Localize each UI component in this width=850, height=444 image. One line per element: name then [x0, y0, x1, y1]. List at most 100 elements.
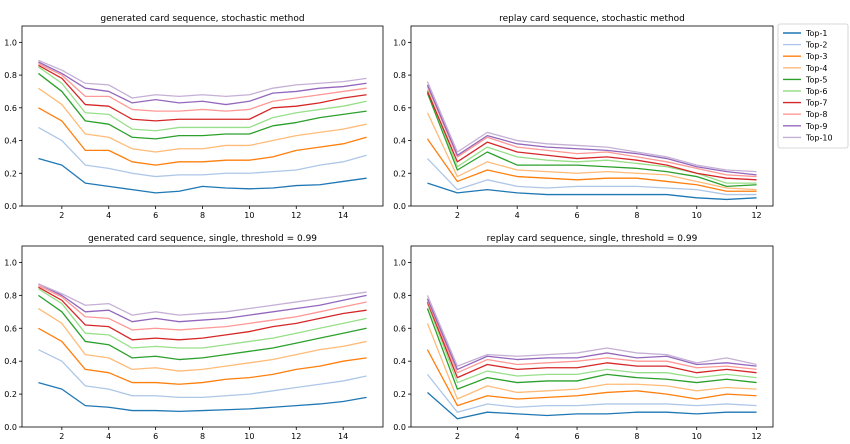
legend-entry: Top-7 [805, 99, 827, 108]
x-tick-label: 6 [574, 211, 579, 220]
y-tick-label: 1.0 [393, 38, 406, 47]
x-tick-label: 4 [515, 211, 520, 220]
series-line-top-6 [426, 303, 757, 384]
x-tick-label: 12 [751, 432, 761, 441]
legend-entry: Top-2 [805, 41, 827, 50]
x-tick-label: 4 [106, 432, 111, 441]
series-line-top-1 [38, 381, 367, 413]
x-tick-label: 2 [455, 432, 460, 441]
y-tick-label: 0.8 [4, 71, 17, 80]
series-line-top-10 [38, 283, 367, 316]
x-tick-label: 8 [634, 432, 639, 441]
series-line-top-9 [38, 61, 367, 106]
x-tick-label: 12 [291, 432, 301, 441]
legend-entry: Top-3 [805, 52, 827, 61]
x-tick-label: 10 [244, 211, 254, 220]
y-tick-label: 0.0 [4, 202, 17, 211]
legend-entry: Top-5 [805, 75, 827, 84]
y-tick-label: 0.0 [393, 202, 406, 211]
series-line-top-2 [426, 373, 757, 413]
y-tick-label: 1.0 [4, 38, 17, 47]
series-line-top-6 [426, 89, 757, 184]
series-line-top-7 [426, 91, 757, 181]
y-tick-label: 0.6 [393, 324, 406, 333]
series-line-top-9 [426, 84, 757, 176]
y-tick-label: 0.2 [4, 169, 17, 178]
series-line-top-8 [426, 300, 757, 374]
series-line-top-9 [38, 283, 367, 323]
y-tick-label: 0.0 [4, 423, 17, 432]
y-tick-label: 0.6 [4, 324, 17, 333]
series-line-top-4 [426, 323, 757, 400]
axes-frame [410, 25, 774, 207]
x-tick-label: 8 [200, 432, 205, 441]
series-line-top-4 [38, 307, 367, 372]
chart-panel: generated card sequence, stochastic meth… [4, 14, 384, 220]
legend-entry: Top-9 [805, 122, 827, 131]
y-tick-label: 0.6 [393, 104, 406, 113]
y-tick-label: 0.6 [4, 104, 17, 113]
series-line-top-5 [38, 72, 367, 140]
x-tick-label: 8 [200, 211, 205, 220]
y-tick-label: 0.2 [393, 169, 406, 178]
series-line-top-6 [38, 66, 367, 132]
y-tick-label: 0.8 [4, 291, 17, 300]
y-tick-label: 1.0 [4, 258, 17, 267]
series-line-top-10 [426, 81, 757, 173]
y-tick-label: 0.0 [393, 423, 406, 432]
legend-box [777, 23, 849, 149]
x-tick-label: 4 [106, 211, 111, 220]
series-line-top-1 [427, 391, 757, 420]
series-line-top-7 [38, 64, 367, 122]
axes-frame [410, 245, 774, 428]
x-tick-label: 6 [574, 432, 579, 441]
y-tick-label: 0.4 [393, 137, 406, 146]
series-line-top-8 [426, 86, 757, 178]
y-tick-label: 1.0 [393, 258, 406, 267]
series-line-top-4 [38, 87, 367, 153]
series-line-top-3 [38, 327, 367, 385]
chart-title: replay card sequence, stochastic method [499, 14, 685, 24]
series-line-top-3 [426, 349, 757, 407]
chart-panel: replay card sequence, stochastic method 2… [393, 14, 774, 220]
x-tick-label: 6 [153, 211, 158, 220]
series-line-top-6 [38, 288, 367, 349]
y-tick-label: 0.8 [393, 71, 406, 80]
chart-title: replay card sequence, single, threshold … [487, 234, 698, 244]
y-tick-label: 0.8 [393, 291, 406, 300]
x-tick-label: 10 [692, 432, 702, 441]
chart-panel: replay card sequence, single, threshold … [393, 234, 774, 441]
x-tick-label: 4 [515, 432, 520, 441]
x-tick-label: 14 [338, 432, 348, 441]
x-tick-label: 2 [59, 432, 64, 441]
series-line-top-2 [426, 158, 757, 196]
legend-entry: Top-1 [805, 29, 827, 38]
series-line-top-3 [426, 138, 757, 192]
y-tick-label: 0.4 [393, 357, 406, 366]
series-line-top-3 [38, 107, 367, 166]
x-tick-label: 10 [692, 211, 702, 220]
series-line-top-7 [38, 286, 367, 341]
x-tick-label: 8 [634, 211, 639, 220]
x-tick-label: 10 [244, 432, 254, 441]
series-line-top-8 [38, 63, 367, 112]
y-tick-label: 0.2 [393, 390, 406, 399]
series-line-top-1 [427, 182, 757, 201]
panels: generated card sequence, stochastic meth… [4, 14, 774, 441]
series-line-top-1 [38, 157, 367, 194]
series-line-top-7 [426, 301, 757, 379]
chart-panel: generated card sequence, single, thresho… [4, 234, 384, 441]
series-line-top-10 [426, 295, 757, 367]
legend: Top-1 Top-2 Top-3 Top-4 Top-5 Top-6 Top-7 Top-8… [777, 23, 849, 149]
legend-entry: Top-10 [805, 133, 833, 142]
legend-entry: Top-6 [805, 87, 827, 96]
legend-entry: Top-8 [805, 110, 827, 119]
series-line-top-5 [426, 92, 757, 188]
x-tick-label: 12 [751, 211, 761, 220]
x-tick-label: 14 [338, 211, 348, 220]
x-tick-label: 12 [291, 211, 301, 220]
legend-entry: Top-4 [805, 64, 827, 73]
series-line-top-2 [38, 126, 367, 178]
chart-title: generated card sequence, stochastic meth… [100, 14, 304, 24]
